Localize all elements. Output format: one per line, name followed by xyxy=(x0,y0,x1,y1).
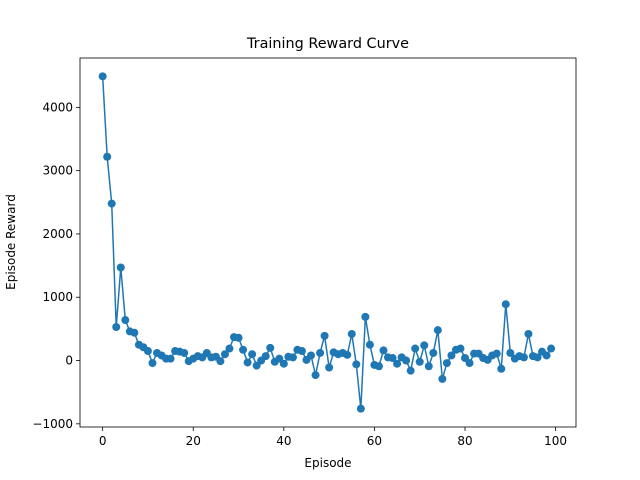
data-point xyxy=(497,364,506,373)
data-point xyxy=(361,312,370,321)
data-point xyxy=(143,347,152,356)
data-point xyxy=(320,331,329,340)
data-point xyxy=(356,404,365,413)
data-point xyxy=(420,341,429,350)
x-tick-label: 0 xyxy=(99,434,107,448)
data-point xyxy=(288,353,297,362)
x-tick-label: 40 xyxy=(276,434,291,448)
data-point xyxy=(234,333,243,342)
data-point xyxy=(352,360,361,369)
data-point xyxy=(343,350,352,359)
y-tick-label: 0 xyxy=(65,354,73,368)
data-point xyxy=(261,352,270,361)
chart-title: Training Reward Curve xyxy=(246,36,409,52)
data-point xyxy=(216,357,225,366)
plot-frame xyxy=(79,57,577,428)
data-point xyxy=(524,329,533,338)
data-point xyxy=(248,350,257,359)
data-point xyxy=(374,362,383,371)
series-reward xyxy=(98,72,556,413)
data-point xyxy=(130,328,139,337)
data-point xyxy=(506,348,515,357)
data-point xyxy=(98,72,107,81)
x-axis-label: Episode xyxy=(304,456,351,470)
data-point xyxy=(107,199,116,208)
data-point xyxy=(307,351,316,360)
data-point xyxy=(316,348,325,357)
data-point xyxy=(297,347,306,356)
data-point xyxy=(103,152,112,161)
data-point xyxy=(225,344,234,353)
y-axis-label: Episode Reward xyxy=(4,194,18,290)
data-point xyxy=(347,329,356,338)
data-point xyxy=(465,359,474,368)
y-tick-label: 3000 xyxy=(42,164,73,178)
data-point xyxy=(116,263,125,272)
data-point xyxy=(379,346,388,355)
data-point xyxy=(492,349,501,358)
data-point xyxy=(220,350,229,359)
data-point xyxy=(542,351,551,360)
data-point xyxy=(279,359,288,368)
data-point xyxy=(447,351,456,360)
data-point xyxy=(239,345,248,354)
x-tick-label: 100 xyxy=(544,434,567,448)
data-point xyxy=(112,322,121,331)
data-point xyxy=(402,356,411,365)
data-point xyxy=(365,340,374,349)
data-point xyxy=(325,363,334,372)
data-point xyxy=(166,354,175,363)
data-point xyxy=(456,344,465,353)
data-point xyxy=(121,316,130,325)
y-tick-label: 1000 xyxy=(42,290,73,304)
data-point xyxy=(243,358,252,367)
y-tick-label: 2000 xyxy=(42,227,73,241)
data-point xyxy=(266,343,275,352)
data-point xyxy=(393,359,402,368)
y-tick-label: −1000 xyxy=(32,417,73,431)
data-point xyxy=(519,353,528,362)
data-point xyxy=(429,348,438,357)
data-point xyxy=(388,354,397,363)
data-point xyxy=(438,374,447,383)
data-point xyxy=(501,300,510,309)
data-point xyxy=(533,353,542,362)
data-point xyxy=(547,344,556,353)
data-point xyxy=(406,366,415,375)
y-tick-label: 4000 xyxy=(42,100,73,114)
data-point xyxy=(311,371,320,380)
x-tick-label: 80 xyxy=(457,434,472,448)
data-point xyxy=(148,359,157,368)
x-tick-label: 20 xyxy=(186,434,201,448)
data-point xyxy=(442,359,451,368)
data-point xyxy=(180,348,189,357)
data-point xyxy=(415,357,424,366)
axes: 0 20 40 60 80 100 −1000 0 1000 2000 3000 4000 xyxy=(32,57,577,448)
x-tick-label: 60 xyxy=(367,434,382,448)
data-point xyxy=(433,326,442,335)
data-point xyxy=(411,344,420,353)
data-point xyxy=(424,362,433,371)
